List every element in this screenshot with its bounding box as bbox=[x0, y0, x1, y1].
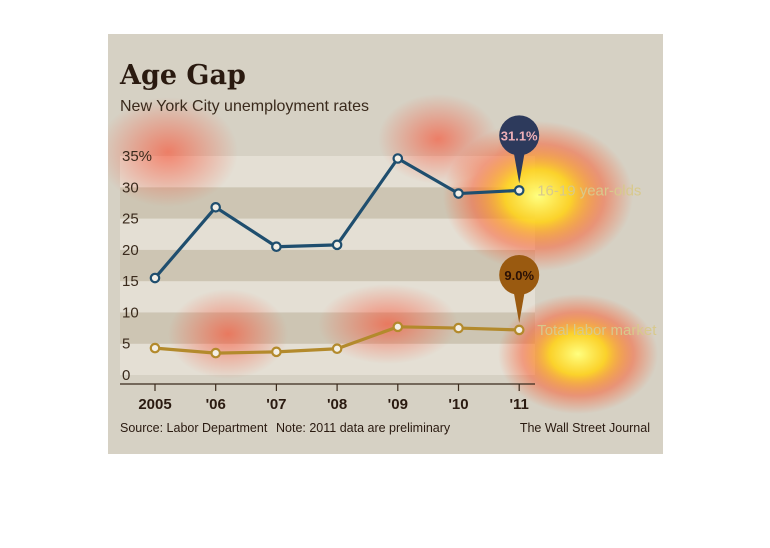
data-point bbox=[149, 272, 161, 284]
data-point bbox=[453, 188, 464, 199]
data-point bbox=[513, 324, 525, 336]
y-tick-label: 15 bbox=[122, 273, 139, 290]
chart-title: Age Gap bbox=[119, 60, 246, 91]
callouts: 31.1% 9.0% bbox=[499, 115, 540, 323]
y-tick-label: 30 bbox=[122, 179, 139, 196]
line-chart: Age Gap New York City unemployment rates… bbox=[108, 60, 658, 435]
callout-pointer bbox=[513, 288, 526, 323]
data-point bbox=[453, 322, 464, 334]
data-point bbox=[392, 321, 404, 333]
x-tick-label: '07 bbox=[266, 396, 286, 413]
data-point bbox=[513, 185, 525, 196]
y-tick-label: 10 bbox=[122, 304, 139, 321]
x-axis-ticks: 2005 '06 '07 '08 '09 '10 '11 bbox=[138, 384, 529, 413]
series-label-teens: 16-19 year-olds bbox=[537, 182, 641, 199]
y-tick-label: 5 bbox=[122, 336, 130, 353]
data-point bbox=[210, 202, 221, 213]
data-point bbox=[271, 346, 282, 358]
data-point bbox=[149, 342, 161, 354]
heat-blob bbox=[108, 97, 238, 207]
series-points bbox=[149, 153, 525, 359]
y-axis-ticks: 35% 30 25 20 15 10 5 0 bbox=[122, 148, 152, 384]
y-tick-label: 25 bbox=[122, 211, 139, 228]
data-point bbox=[210, 347, 221, 359]
x-tick-label: '10 bbox=[448, 396, 468, 413]
chart-panel: Age Gap New York City unemployment rates… bbox=[108, 34, 663, 454]
heat-blob bbox=[443, 121, 633, 271]
heat-blob bbox=[168, 289, 288, 379]
x-tick-label: '06 bbox=[206, 396, 226, 413]
callout-pointer bbox=[513, 149, 526, 184]
callout-value: 31.1% bbox=[501, 128, 538, 143]
callout-bubble bbox=[499, 254, 540, 295]
x-tick-label: '11 bbox=[509, 396, 528, 413]
callout-value: 9.0% bbox=[504, 268, 534, 283]
x-tick-label: '09 bbox=[388, 396, 408, 413]
y-tick-label: 0 bbox=[122, 367, 130, 384]
x-tick-label: '08 bbox=[327, 396, 347, 413]
y-tick-label: 35% bbox=[122, 148, 152, 165]
data-point bbox=[392, 153, 404, 164]
callout-bubble bbox=[499, 115, 540, 156]
data-point bbox=[331, 343, 343, 355]
grid-band bbox=[120, 249, 535, 282]
source-note: Source: Labor Department bbox=[120, 421, 268, 435]
data-point bbox=[271, 241, 282, 253]
chart-subtitle: New York City unemployment rates bbox=[120, 98, 369, 115]
series-label-total: Total labor market bbox=[537, 322, 657, 339]
x-tick-label: 2005 bbox=[138, 396, 171, 413]
data-point bbox=[331, 239, 343, 251]
heat-blob bbox=[498, 294, 658, 414]
preliminary-note: Note: 2011 data are preliminary bbox=[276, 421, 451, 435]
attention-heatmap-overlay bbox=[108, 94, 658, 414]
y-tick-label: 20 bbox=[122, 242, 139, 259]
publisher-credit: The Wall Street Journal bbox=[520, 421, 650, 435]
